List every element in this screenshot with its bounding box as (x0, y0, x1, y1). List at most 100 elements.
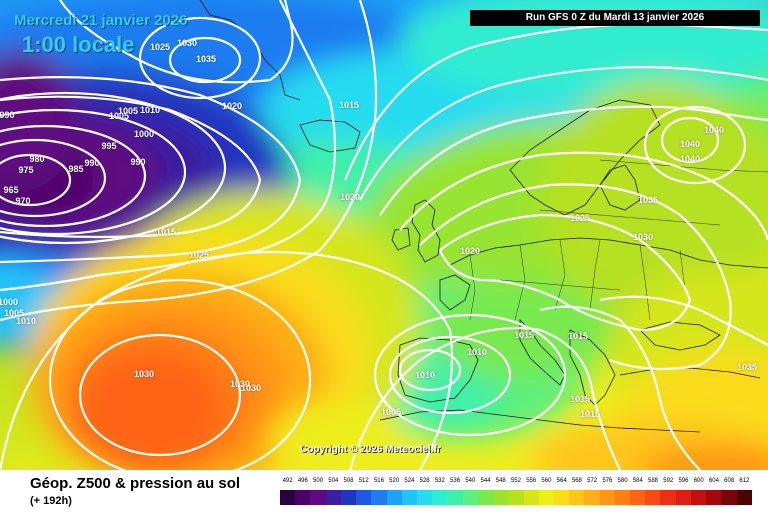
isobar-label: 990 (84, 158, 100, 168)
legend-swatch (432, 490, 448, 505)
legend-swatches (280, 490, 752, 505)
legend-tick-label: 500 (313, 478, 324, 484)
legend-swatch (280, 490, 296, 505)
legend-labels: 492 496 500 504 508 512 516 520 524 528 532 536 540 5… (280, 478, 752, 488)
legend-tick-label: 492 (282, 478, 293, 484)
isobar-label: 1015 (579, 409, 601, 419)
isobar-label: 1015 (569, 394, 591, 404)
legend-tick-label: 604 (708, 478, 719, 484)
legend-tick-label: 536 (450, 478, 461, 484)
isobar-label: 985 (68, 164, 84, 174)
isobar-label: 1015 (155, 227, 177, 237)
legend-tick-label: 576 (602, 478, 613, 484)
isobar-label: 1010 (139, 105, 161, 115)
legend-tick-label: 596 (678, 478, 689, 484)
model-run-label: Run GFS 0 Z du Mardi 13 janvier 2026 (470, 10, 760, 26)
legend-tick-label: 516 (373, 478, 384, 484)
isobar-label: 980 (29, 154, 45, 164)
legend-tick-label: 572 (587, 478, 598, 484)
map-canvas (0, 0, 768, 470)
forecast-lead-time: (+ 192h) (30, 495, 72, 507)
map-title: Géop. Z500 & pression au sol (30, 475, 241, 492)
isobar-label: 1030 (133, 369, 155, 379)
legend-swatch (340, 490, 357, 505)
legend-tick-label: 612 (739, 478, 750, 484)
legend-swatch (660, 490, 676, 505)
legend-tick-label: 508 (343, 478, 354, 484)
legend-tick-label: 608 (724, 478, 735, 484)
isobar-label: 1005 (3, 308, 25, 318)
legend-tick-label: 560 (541, 478, 552, 484)
legend-swatch (416, 490, 433, 505)
isobar-label: 1035 (195, 54, 217, 64)
legend-tick-label: 504 (328, 478, 339, 484)
legend-swatch (690, 490, 707, 505)
legend-swatch (477, 490, 494, 505)
legend-swatch (569, 490, 585, 505)
forecast-map: 1025 1030 1035 1020 1010 1005 1000 995 9… (0, 0, 768, 470)
legend-tick-label: 564 (556, 478, 567, 484)
legend-swatch (310, 490, 326, 505)
isobar-label: 990 (0, 110, 15, 120)
legend-swatch (553, 490, 570, 505)
isobar-label: 1015 (338, 100, 360, 110)
legend-swatch (599, 490, 615, 505)
legend-swatch (675, 490, 691, 505)
coastlines (199, 0, 768, 433)
isobar-label: 1005 (380, 407, 402, 417)
isobar-label: 1010 (466, 347, 488, 357)
isobar-label: 975 (18, 165, 34, 175)
isobar-label: 1040 (679, 154, 701, 164)
color-legend: 492 496 500 504 508 512 516 520 524 528 532 536 540 5… (280, 478, 752, 508)
isobar-label: 1040 (679, 139, 701, 149)
isobar-label: 1030 (176, 38, 198, 48)
copyright-notice: Copyright © 2026 Meteociel.fr (300, 444, 441, 455)
isobar-label: 1010 (15, 316, 37, 326)
isobar-label: 990 (130, 157, 146, 167)
isobar-label: 1005 (108, 111, 130, 121)
legend-swatch (538, 490, 554, 505)
isobar-label: 1015 (513, 330, 535, 340)
legend-swatch (356, 490, 372, 505)
isobar-label: 1000 (0, 297, 19, 307)
legend-tick-label: 540 (465, 478, 476, 484)
legend-tick-label: 548 (495, 478, 506, 484)
forecast-date: Mercredi 21 janvier 2026 (14, 12, 188, 29)
legend-tick-label: 588 (648, 478, 659, 484)
legend-tick-label: 580 (617, 478, 628, 484)
isobar-label: 995 (101, 141, 117, 151)
isobar-label: 1025 (569, 213, 591, 223)
legend-swatch (721, 490, 737, 505)
legend-swatch (493, 490, 509, 505)
legend-swatch (736, 490, 752, 505)
legend-swatch (371, 490, 387, 505)
legend-swatch (614, 490, 631, 505)
isobar-label: 1025 (188, 250, 210, 260)
legend-swatch (295, 490, 311, 505)
legend-swatch (401, 490, 417, 505)
isobar-label: 1020 (339, 192, 361, 202)
isobar-label: 965 (3, 185, 19, 195)
legend-tick-label: 584 (632, 478, 643, 484)
isobar-label: 1015 (567, 331, 589, 341)
legend-tick-label: 552 (510, 478, 521, 484)
legend-swatch (630, 490, 646, 505)
borders (469, 159, 768, 321)
isobar-label: 970 (15, 196, 31, 206)
legend-tick-label: 556 (526, 478, 537, 484)
isobar-label: 1000 (133, 129, 155, 139)
legend-swatch (325, 490, 341, 505)
legend-tick-label: 568 (571, 478, 582, 484)
legend-swatch (462, 490, 478, 505)
isobar-label: 1030 (632, 232, 654, 242)
legend-swatch (508, 490, 524, 505)
legend-tick-label: 520 (389, 478, 400, 484)
isobar-label: 1030 (240, 383, 262, 393)
isobar-label: 1005 (117, 106, 139, 116)
legend-tick-label: 544 (480, 478, 491, 484)
legend-swatch (645, 490, 661, 505)
isobar-label: 1020 (459, 246, 481, 256)
legend-tick-label: 528 (419, 478, 430, 484)
isobar-label: 1035 (637, 195, 659, 205)
map-footer: Géop. Z500 & pression au sol (+ 192h) 49… (0, 470, 768, 512)
